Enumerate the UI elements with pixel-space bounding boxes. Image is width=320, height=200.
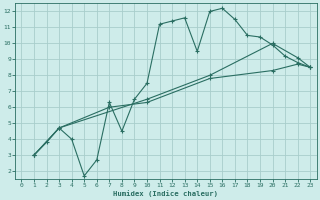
X-axis label: Humidex (Indice chaleur): Humidex (Indice chaleur): [113, 190, 218, 197]
